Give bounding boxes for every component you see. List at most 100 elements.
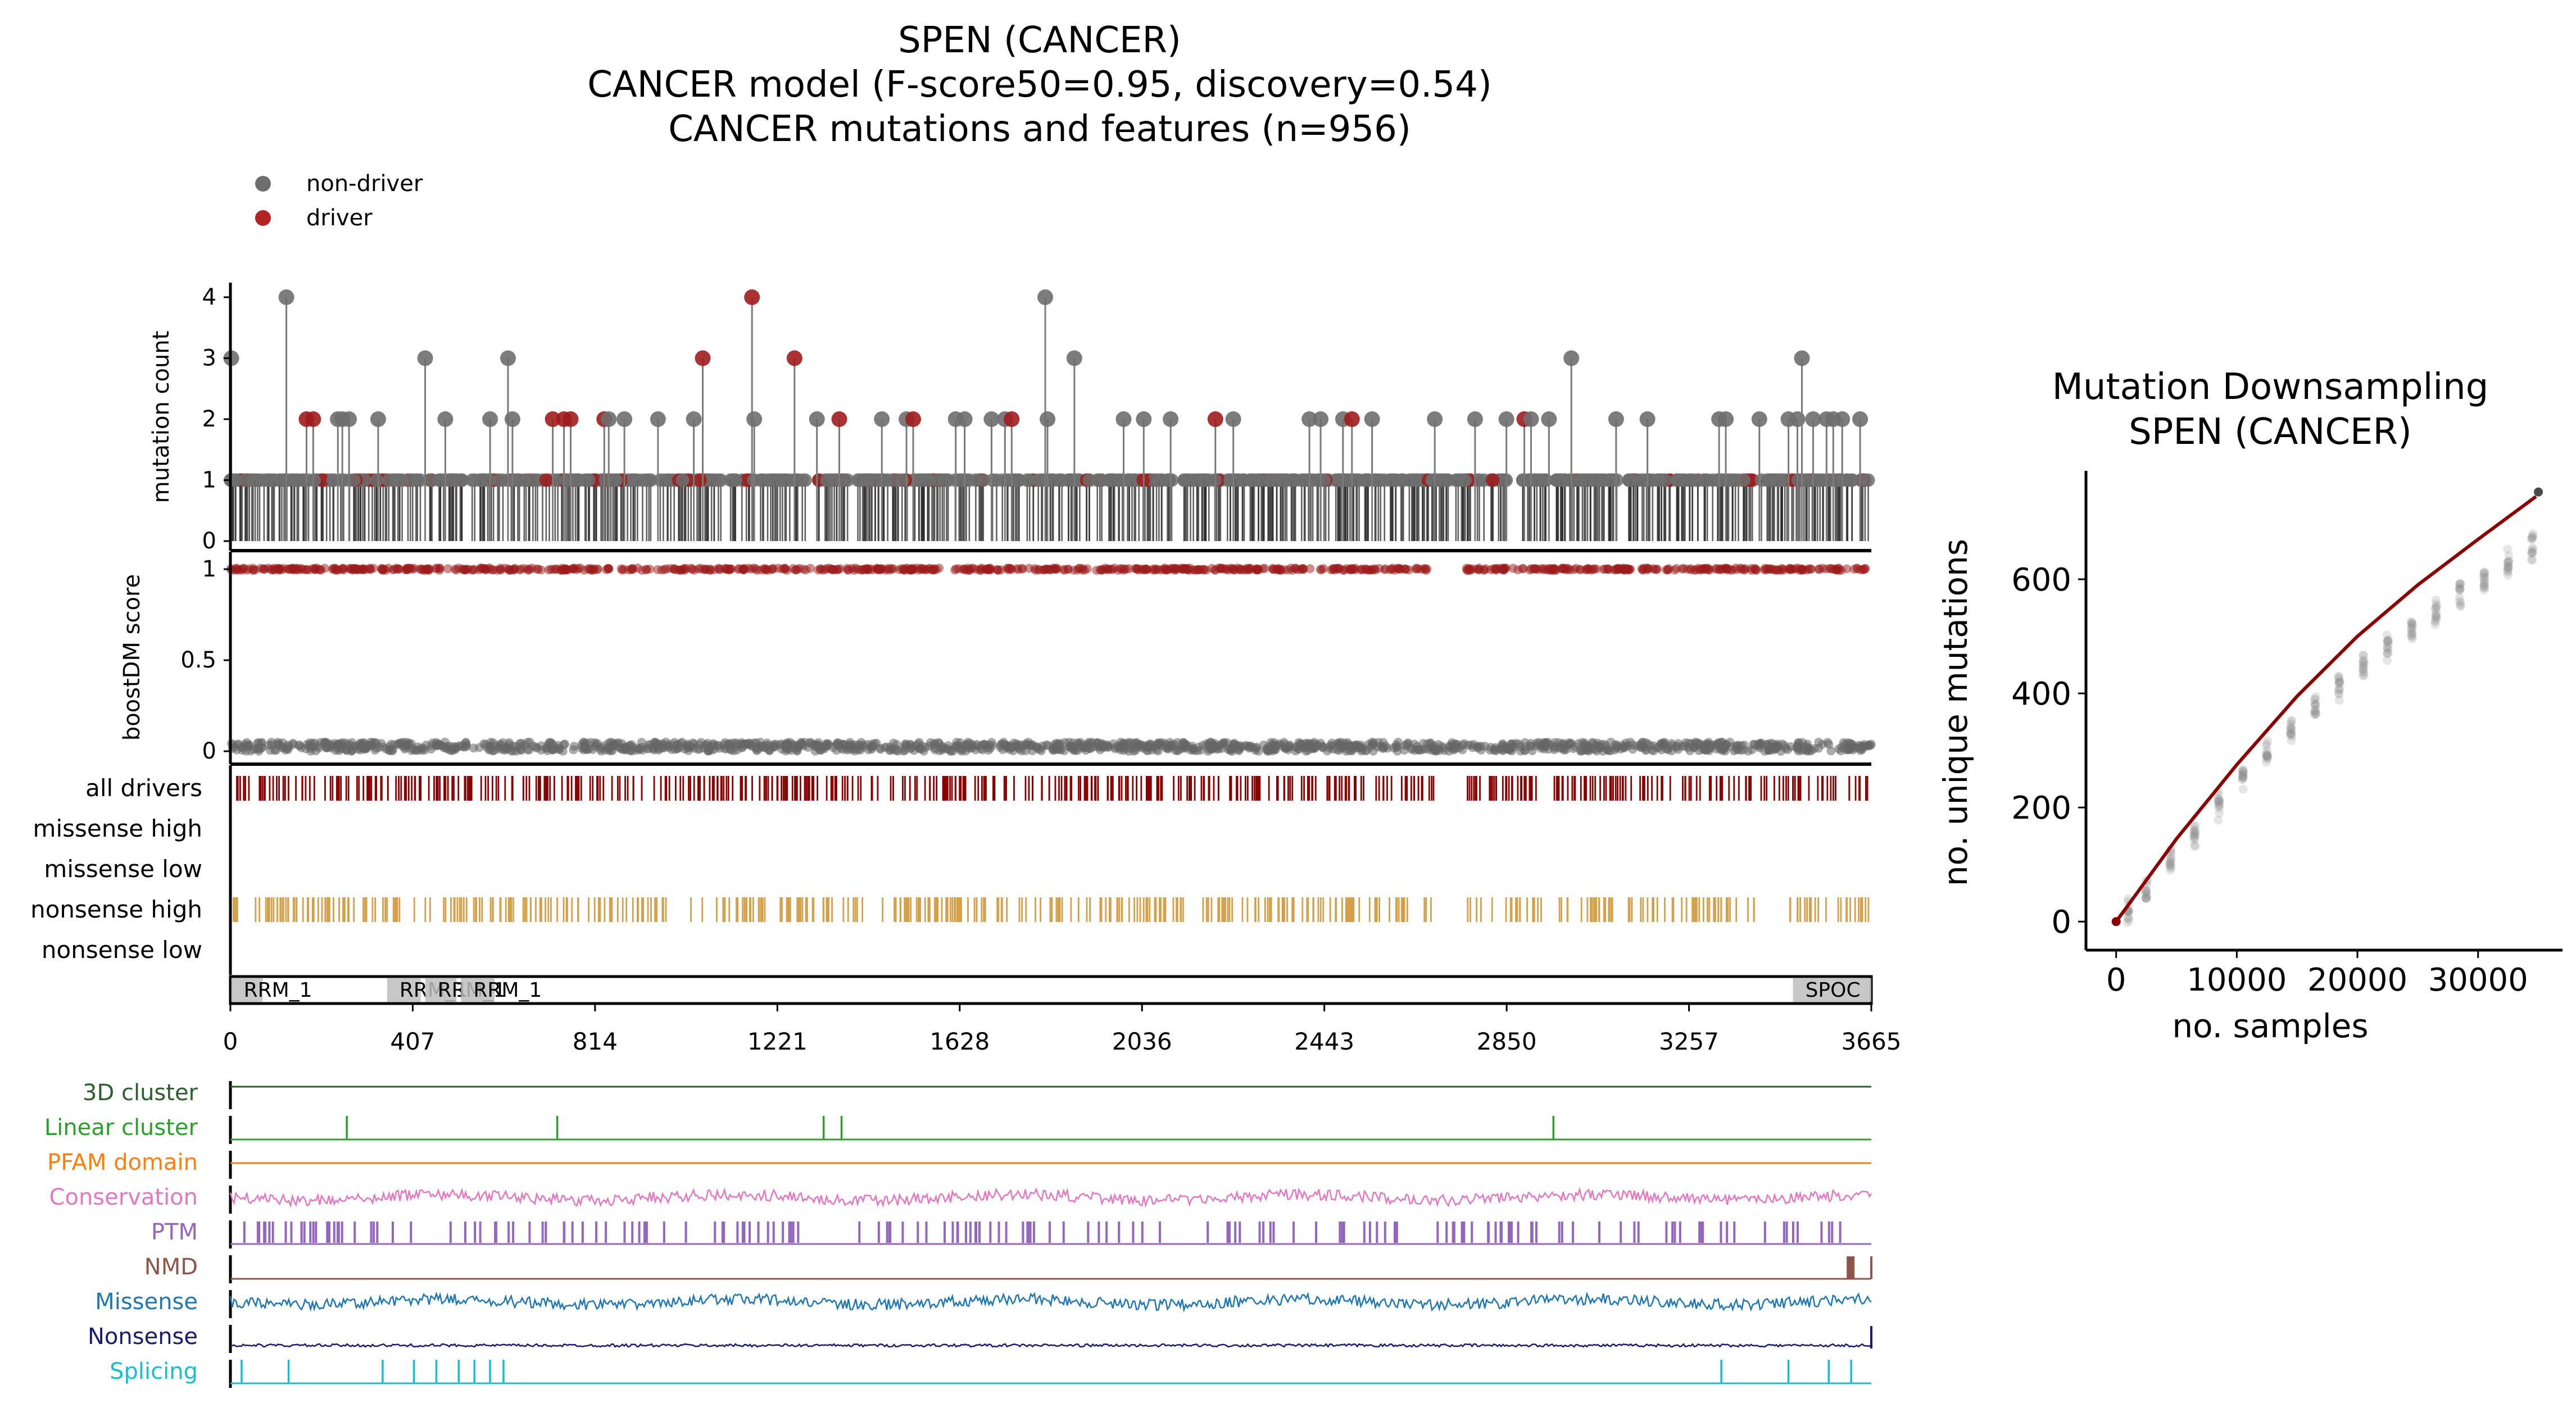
- figure-title: SPEN (CANCER) CANCER model (F-score50=0.…: [587, 20, 1492, 150]
- driver-score-point: [1412, 564, 1422, 573]
- nondriver-score-point: [1403, 738, 1413, 748]
- driver-score-point: [1695, 565, 1705, 575]
- nondriver-score-point: [550, 743, 560, 753]
- driver-score-point: [504, 564, 513, 574]
- class-row-label: nonsense high: [30, 896, 202, 923]
- driver-score-point: [858, 565, 867, 575]
- nondriver-point: [1364, 411, 1380, 427]
- nondriver-score-point: [1798, 738, 1807, 747]
- nondriver-point: [382, 473, 396, 487]
- nondriver-point: [500, 350, 516, 366]
- nondriver-point: [650, 411, 666, 427]
- nondriver-score-point: [1466, 741, 1476, 750]
- driver-score-point: [1550, 564, 1560, 574]
- nondriver-score-point: [1198, 741, 1208, 750]
- nondriver-point: [836, 473, 850, 487]
- nondriver-score-point: [1450, 739, 1459, 748]
- driver-score-point: [865, 564, 875, 574]
- driver-score-point: [968, 564, 978, 573]
- count-ytick-label: 4: [202, 284, 216, 310]
- nondriver-point: [1608, 411, 1624, 427]
- score-ytick-label: 1: [202, 556, 216, 582]
- nondriver-point: [1554, 473, 1568, 487]
- nondriver-score-point: [996, 740, 1005, 750]
- driver-score-point: [1207, 564, 1217, 573]
- nondriver-score-point: [447, 746, 457, 756]
- nondriver-point: [1313, 411, 1329, 427]
- nondriver-score-point: [848, 742, 858, 751]
- driver-score-point: [519, 564, 528, 573]
- nondriver-score-point: [946, 746, 955, 755]
- nondriver-point: [1225, 411, 1241, 427]
- driver-score-point: [1663, 565, 1672, 575]
- nondriver-point: [1716, 473, 1730, 487]
- nondriver-point: [492, 473, 506, 487]
- driver-score-point: [701, 565, 710, 574]
- driver-score-point: [1385, 565, 1395, 574]
- nondriver-point: [983, 411, 1000, 427]
- driver-score-point: [791, 565, 801, 575]
- nondriver-score-point: [930, 743, 940, 753]
- driver-score-point: [805, 564, 815, 573]
- nondriver-score-point: [1520, 746, 1530, 755]
- driver-score-point: [1518, 564, 1527, 574]
- nondriver-score-point: [237, 742, 246, 752]
- nondriver-score-point: [1444, 746, 1454, 756]
- nondriver-score-point: [1612, 740, 1622, 750]
- driver-score-point: [431, 564, 441, 574]
- driver-score-point: [642, 565, 651, 575]
- driver-score-point: [1815, 565, 1824, 574]
- driver-score-point: [1726, 565, 1736, 574]
- driver-score-point: [1214, 564, 1223, 573]
- nondriver-point: [976, 473, 990, 487]
- nondriver-score-point: [1236, 743, 1245, 752]
- nondriver-point: [1458, 473, 1472, 487]
- nondriver-score-point: [1458, 745, 1467, 755]
- driver-score-point: [604, 564, 613, 574]
- nondriver-point: [851, 473, 865, 487]
- driver-score-point: [1182, 565, 1192, 574]
- nondriver-point: [517, 473, 531, 487]
- nondriver-point: [1523, 411, 1539, 427]
- nondriver-score-point: [1173, 746, 1182, 756]
- nondriver-score-point: [386, 739, 396, 749]
- driver-score-point: [1842, 564, 1852, 574]
- nondriver-score-point: [1206, 744, 1216, 753]
- nondriver-point: [921, 473, 935, 487]
- nondriver-point: [326, 473, 340, 487]
- driver-score-point: [1393, 564, 1402, 573]
- mutation-count-panel: 0 1 2 3 4: [202, 283, 1875, 554]
- nondriver-score-point: [1592, 746, 1602, 756]
- driver-score-point: [1491, 565, 1500, 575]
- driver-score-point: [1003, 564, 1013, 573]
- nondriver-score-point: [867, 744, 877, 754]
- nondriver-point: [413, 473, 427, 487]
- nondriver-point: [1066, 350, 1082, 366]
- nondriver-point: [1402, 473, 1416, 487]
- nondriver-score-point: [1228, 744, 1237, 753]
- driver-score-point: [1508, 564, 1518, 573]
- nondriver-point: [1427, 411, 1443, 427]
- driver-score-point: [1040, 565, 1049, 574]
- nondriver-score-point: [607, 746, 617, 755]
- legend: non-driver driver: [255, 171, 423, 231]
- nondriver-point: [482, 411, 498, 427]
- nondriver-point: [1852, 411, 1868, 427]
- nondriver-point: [370, 473, 384, 487]
- nondriver-score-point: [1674, 739, 1683, 748]
- driver-score-point: [981, 565, 990, 574]
- driver-score-point: [826, 565, 836, 574]
- nondriver-point: [1771, 473, 1785, 487]
- nondriver-score-point: [1555, 743, 1565, 753]
- nondriver-score-point: [255, 744, 264, 754]
- nondriver-score-point: [1627, 740, 1637, 750]
- nondriver-score-point: [670, 738, 679, 747]
- driver-point: [693, 473, 707, 487]
- nondriver-score-point: [1181, 743, 1191, 753]
- nondriver-point: [956, 411, 973, 427]
- driver-score-point: [1575, 565, 1585, 574]
- nondriver-point: [1115, 411, 1132, 427]
- nondriver-score-point: [1032, 742, 1042, 752]
- driver-score-point: [548, 565, 558, 574]
- driver-score-point: [917, 564, 927, 574]
